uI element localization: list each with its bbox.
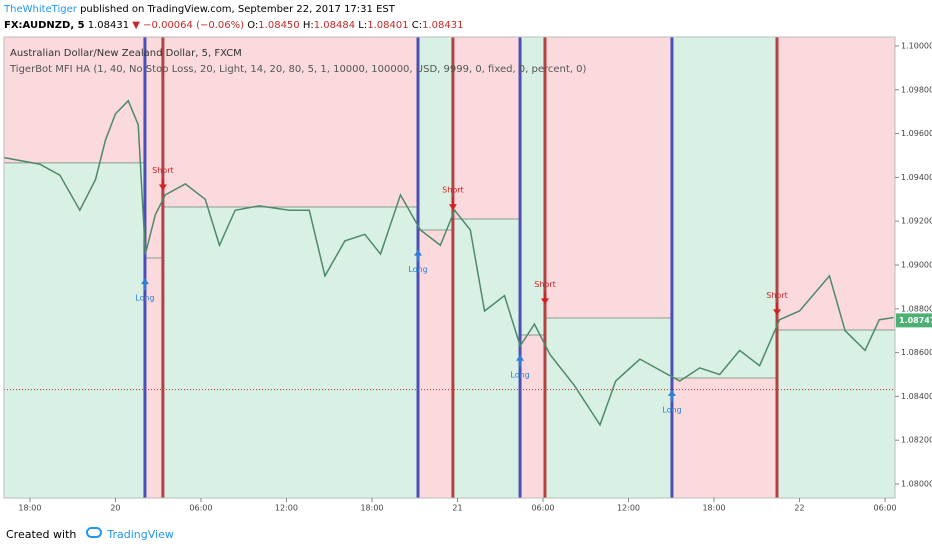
x-tick-label: 06:00 <box>873 504 896 513</box>
region-above <box>671 37 777 378</box>
change: ▼ −0.00064 (−0.06%) <box>132 20 245 31</box>
region-above <box>544 37 672 318</box>
region-above <box>452 37 521 219</box>
high: 1.08484 <box>313 20 356 31</box>
published: published on TradingView.com, September … <box>80 4 395 15</box>
region-above <box>776 37 895 331</box>
last-price-badge <box>896 313 932 328</box>
y-tick-label: 1.10000 <box>901 41 932 50</box>
signal-label: Short <box>152 166 173 175</box>
region-below <box>4 162 145 498</box>
signal-arrow <box>516 354 525 367</box>
chart-subtitle: TigerBot MFI HA (1, 40, No Stop Loss, 20… <box>9 64 587 75</box>
region-below <box>144 257 163 498</box>
x-tick-label: 20 <box>110 504 120 513</box>
x-tick-label: 06:00 <box>189 504 212 513</box>
region-below <box>162 206 419 498</box>
y-tick-label: 1.08800 <box>901 304 932 313</box>
x-tick-label: 12:00 <box>617 504 640 513</box>
signal-label: Short <box>442 186 463 195</box>
signal-label: Short <box>534 280 555 289</box>
signal-arrow <box>540 292 549 305</box>
signal-arrow <box>414 249 423 262</box>
symbol: FX:AUDNZD, 5 <box>4 20 85 31</box>
region-below <box>452 218 521 498</box>
signal-label: Short <box>766 291 787 300</box>
signal-label: Long <box>135 294 154 303</box>
x-tick-label: 18:00 <box>702 504 725 513</box>
x-tick-label: 12:00 <box>275 504 298 513</box>
low: 1.08401 <box>367 20 409 31</box>
signal-label: Long <box>408 265 427 274</box>
signal-arrow <box>158 178 167 191</box>
frame <box>3 36 896 499</box>
open: 1.08450 <box>258 20 300 31</box>
x-tick-label: 21 <box>452 504 462 513</box>
y-tick-label: 1.09200 <box>901 217 932 226</box>
signal-arrow <box>140 278 149 291</box>
chart-title: Australian Dollar/New Zealand Dollar, 5,… <box>10 48 242 59</box>
region-above <box>520 37 545 336</box>
signal-arrow <box>448 198 457 211</box>
region-above <box>144 37 163 258</box>
region-below <box>418 229 453 498</box>
symbol-bar: FX:AUDNZD, 5 1.08431 ▼ −0.00064 (−0.06%)… <box>4 20 464 31</box>
y-tick-label: 1.09000 <box>901 260 932 269</box>
low-label: L: <box>358 20 368 31</box>
author[interactable]: TheWhiteTiger <box>4 4 77 15</box>
brand[interactable]: TradingView <box>107 528 174 541</box>
signal-arrow <box>772 303 781 316</box>
region-above <box>162 37 419 207</box>
x-tick-label: 22 <box>794 504 804 513</box>
plot: Long Short Long Short Long Short Long Short <box>4 37 895 498</box>
region-below <box>671 377 777 498</box>
region-above <box>418 37 453 230</box>
last-price-label: 1.08747 <box>899 316 932 325</box>
region-below <box>544 317 672 498</box>
footer: Created with TradingView <box>6 527 174 541</box>
signal-arrow <box>667 389 676 402</box>
y-tick-label: 1.08000 <box>901 479 932 488</box>
signal-label: Long <box>662 405 681 414</box>
y-tick-label: 1.08600 <box>901 348 932 357</box>
y-tick-label: 1.09600 <box>901 129 932 138</box>
region-below <box>776 330 895 498</box>
header: TheWhiteTiger published on TradingView.c… <box>4 4 395 15</box>
open-label: O: <box>247 20 259 31</box>
last: 1.08431 <box>87 20 130 31</box>
x-tick-label: 18:00 <box>18 504 41 513</box>
y-tick-label: 1.08200 <box>901 436 932 445</box>
region-below <box>520 335 545 498</box>
signal-label: Long <box>510 370 529 379</box>
high-label: H: <box>302 20 314 31</box>
created-with: Created with <box>6 528 77 541</box>
chart: Long Short Long Short Long Short Long Short Aus… <box>3 36 932 513</box>
region-above <box>4 37 145 163</box>
close-label: C: <box>411 20 423 31</box>
y-tick-label: 1.09800 <box>901 85 932 94</box>
price-line <box>4 99 894 427</box>
y-tick-label: 1.08400 <box>901 392 932 401</box>
y-tick-label: 1.09400 <box>901 173 932 182</box>
close: 1.08431 <box>422 20 464 31</box>
x-tick-label: 18:00 <box>360 504 383 513</box>
brand-logo <box>85 527 102 538</box>
x-tick-label: 06:00 <box>531 504 554 513</box>
